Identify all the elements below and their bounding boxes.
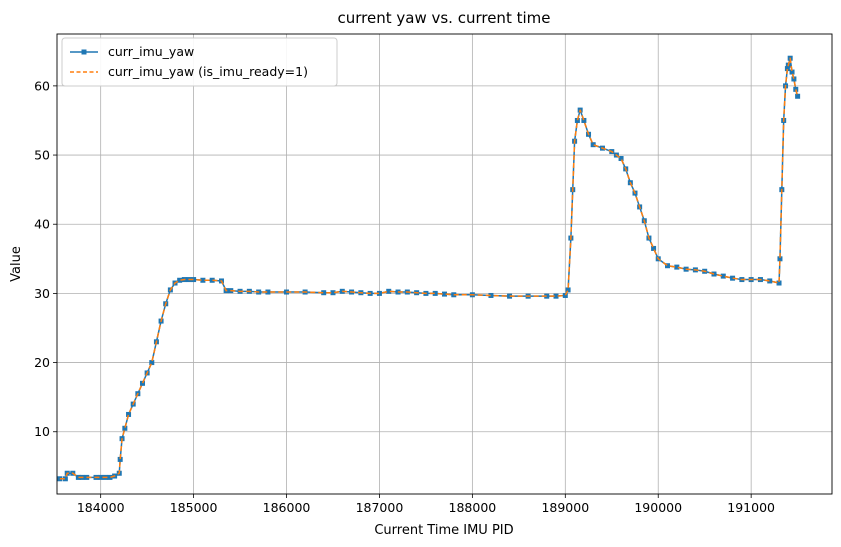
data-point	[330, 290, 336, 296]
data-point	[793, 86, 799, 92]
chart-title: current yaw vs. current time	[338, 9, 551, 27]
data-point	[209, 277, 215, 283]
data-point	[386, 288, 392, 294]
data-point	[442, 291, 447, 297]
ticks: 184000 185000 186000 187000 188000 189000 1900…	[34, 78, 775, 515]
series-line-2	[59, 57, 799, 480]
x-tick-label: 186000	[263, 500, 311, 515]
data-point	[200, 277, 206, 283]
data-point	[107, 474, 113, 480]
y-tick-label: 50	[34, 148, 50, 163]
data-point	[117, 456, 123, 462]
data-point	[62, 476, 68, 482]
x-axis-label: Current Time IMU PID	[374, 523, 513, 538]
data-point	[784, 66, 790, 72]
data-point	[581, 117, 587, 123]
data-point	[432, 290, 438, 296]
y-axis-label: Value	[9, 246, 24, 282]
x-tick-label: 190000	[634, 500, 682, 515]
legend-label-series-2: curr_imu_yaw (is_imu_ready=1)	[108, 64, 308, 79]
data-point	[791, 76, 797, 82]
x-tick-label: 187000	[356, 500, 404, 515]
data-point	[674, 264, 680, 270]
data-point	[149, 360, 155, 366]
y-tick-label: 60	[34, 78, 50, 93]
data-point	[730, 275, 736, 281]
data-point	[574, 117, 580, 123]
y-tick-label: 30	[34, 286, 50, 301]
x-tick-label: 191000	[727, 500, 775, 515]
plot-area	[57, 34, 832, 494]
data-point	[767, 278, 773, 284]
data-point	[177, 277, 183, 283]
data-point	[321, 290, 327, 296]
data-point	[665, 263, 671, 269]
data-point	[553, 293, 559, 299]
data-point	[651, 245, 657, 251]
data-point	[488, 292, 494, 298]
data-point	[139, 380, 145, 386]
legend-label-series-1: curr_imu_yaw	[108, 44, 194, 59]
data-point	[777, 256, 783, 262]
legend-marker-series-1	[81, 49, 87, 55]
x-tick-label: 184000	[77, 500, 125, 515]
data-point	[776, 280, 782, 286]
data-point	[562, 292, 568, 298]
data-point	[507, 293, 513, 299]
legend-box	[61, 37, 338, 87]
data-point	[544, 293, 550, 299]
data-point	[191, 277, 197, 283]
data-point	[618, 156, 624, 162]
data-point	[565, 287, 571, 293]
data-point	[265, 289, 271, 295]
x-tick-label: 185000	[170, 500, 218, 515]
y-tick-label: 10	[34, 424, 50, 439]
data-point	[122, 425, 128, 431]
data-point	[75, 474, 81, 480]
y-tick-label: 40	[34, 217, 50, 232]
x-tick-label: 189000	[541, 500, 589, 515]
y-tick-label: 20	[34, 355, 50, 370]
data-point	[795, 93, 801, 99]
data-point	[720, 273, 726, 279]
data-point	[590, 142, 596, 148]
series-layer	[57, 55, 801, 482]
data-point	[376, 290, 382, 296]
legend: curr_imu_yaw curr_imu_yaw (is_imu_ready=…	[61, 37, 338, 87]
data-point	[789, 69, 795, 75]
data-point	[98, 474, 104, 480]
data-point	[126, 411, 132, 417]
plot-frame	[56, 33, 833, 495]
x-tick-label: 188000	[449, 500, 497, 515]
